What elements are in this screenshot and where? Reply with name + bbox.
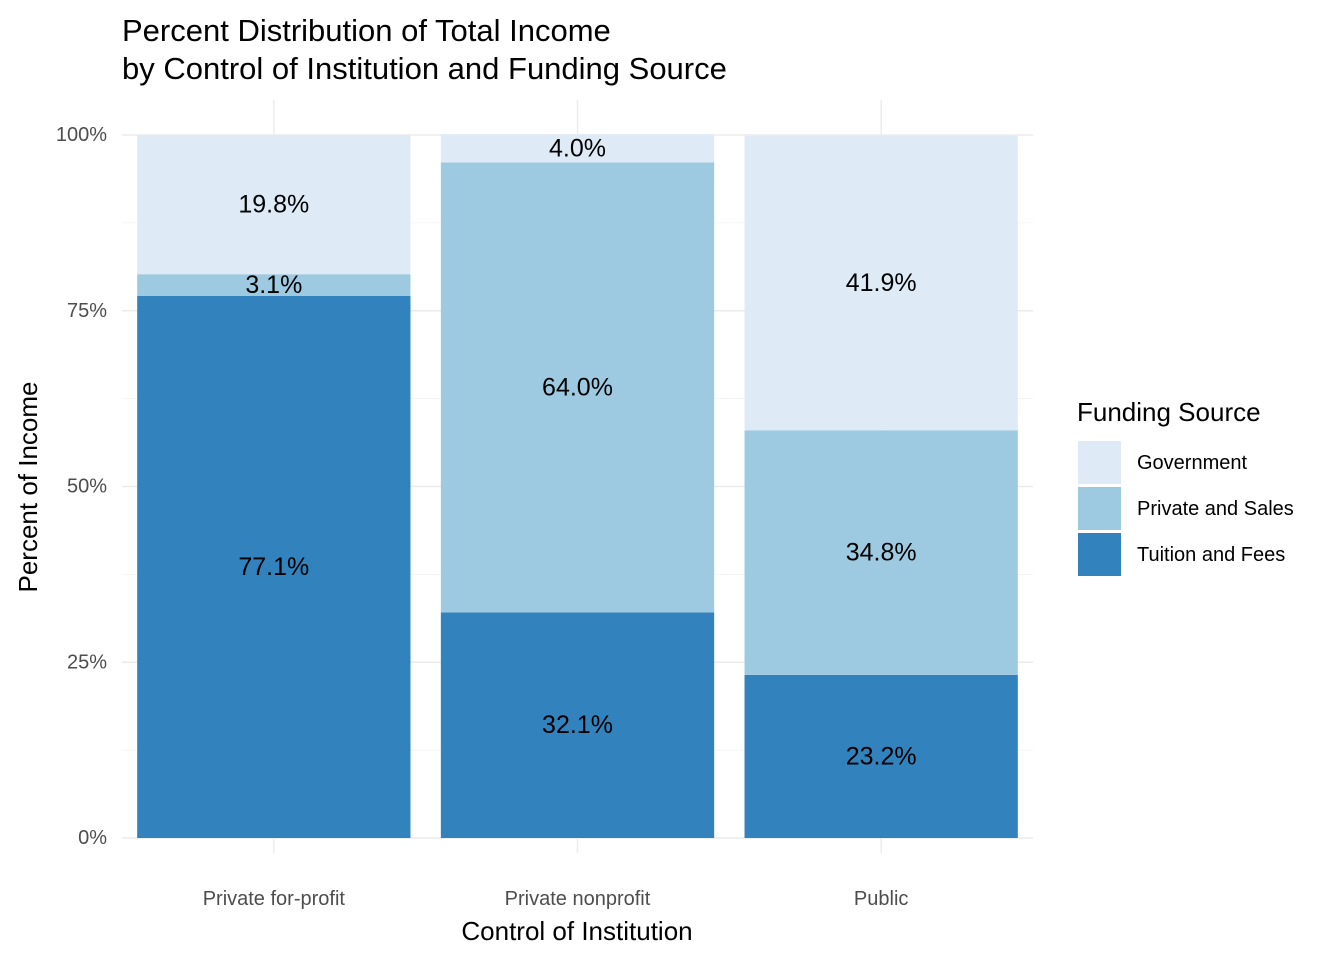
legend-key [1078, 533, 1121, 576]
bar-segment-government [137, 135, 411, 275]
bar-segment-government [440, 134, 715, 163]
y-tick-label: 100% [56, 124, 107, 146]
y-axis-title: Percent of Income [13, 382, 43, 593]
bar-segment-private-and-sales [137, 274, 411, 296]
data-label: 23.2% [846, 742, 917, 770]
x-tick-label: Public [854, 888, 908, 910]
bars [137, 134, 1018, 838]
legend-label: Government [1137, 452, 1247, 474]
x-axis-ticks: Private for-profit Private nonprofit Publi… [203, 888, 909, 910]
x-axis-title: Control of Institution [461, 916, 692, 946]
y-tick-label: 0% [78, 827, 107, 849]
bar-segment-government [744, 135, 1018, 431]
legend: Funding Source Government Private and Sal… [1077, 397, 1294, 576]
bar-segment-tuition-and-fees [744, 674, 1018, 838]
y-axis-ticks: 0% 25% 50% 75% 100% [56, 124, 107, 849]
data-label: 41.9% [846, 269, 917, 297]
chart-title-line-2: by Control of Institution and Funding So… [122, 51, 727, 86]
bar-segment-tuition-and-fees [440, 612, 715, 838]
data-label: 4.0% [549, 134, 606, 162]
y-tick-label: 25% [67, 651, 107, 673]
bar-segment-tuition-and-fees [137, 295, 411, 838]
legend-label: Tuition and Fees [1137, 544, 1285, 566]
chart-title-line-1: Percent Distribution of Total Income [122, 13, 611, 48]
legend-title: Funding Source [1077, 397, 1261, 427]
y-tick-label: 50% [67, 476, 107, 498]
legend-label: Private and Sales [1137, 498, 1294, 520]
data-label: 34.8% [846, 539, 917, 567]
x-tick-label: Private for-profit [203, 888, 346, 910]
bar-segment-private-and-sales [440, 162, 715, 613]
x-tick-label: Private nonprofit [505, 888, 651, 910]
data-label: 77.1% [238, 553, 309, 581]
data-label: 19.8% [238, 191, 309, 219]
bar-labels: 77.1% 3.1% 19.8% 32.1% 64.0% 4.0% 23.2% 34.8% 41… [238, 134, 916, 770]
legend-key [1078, 441, 1121, 484]
data-label: 64.0% [542, 373, 613, 401]
legend-key [1078, 487, 1121, 530]
bar-segment-private-and-sales [744, 430, 1018, 675]
data-label: 3.1% [245, 271, 302, 299]
data-label: 32.1% [542, 711, 613, 739]
y-tick-label: 75% [67, 300, 107, 322]
